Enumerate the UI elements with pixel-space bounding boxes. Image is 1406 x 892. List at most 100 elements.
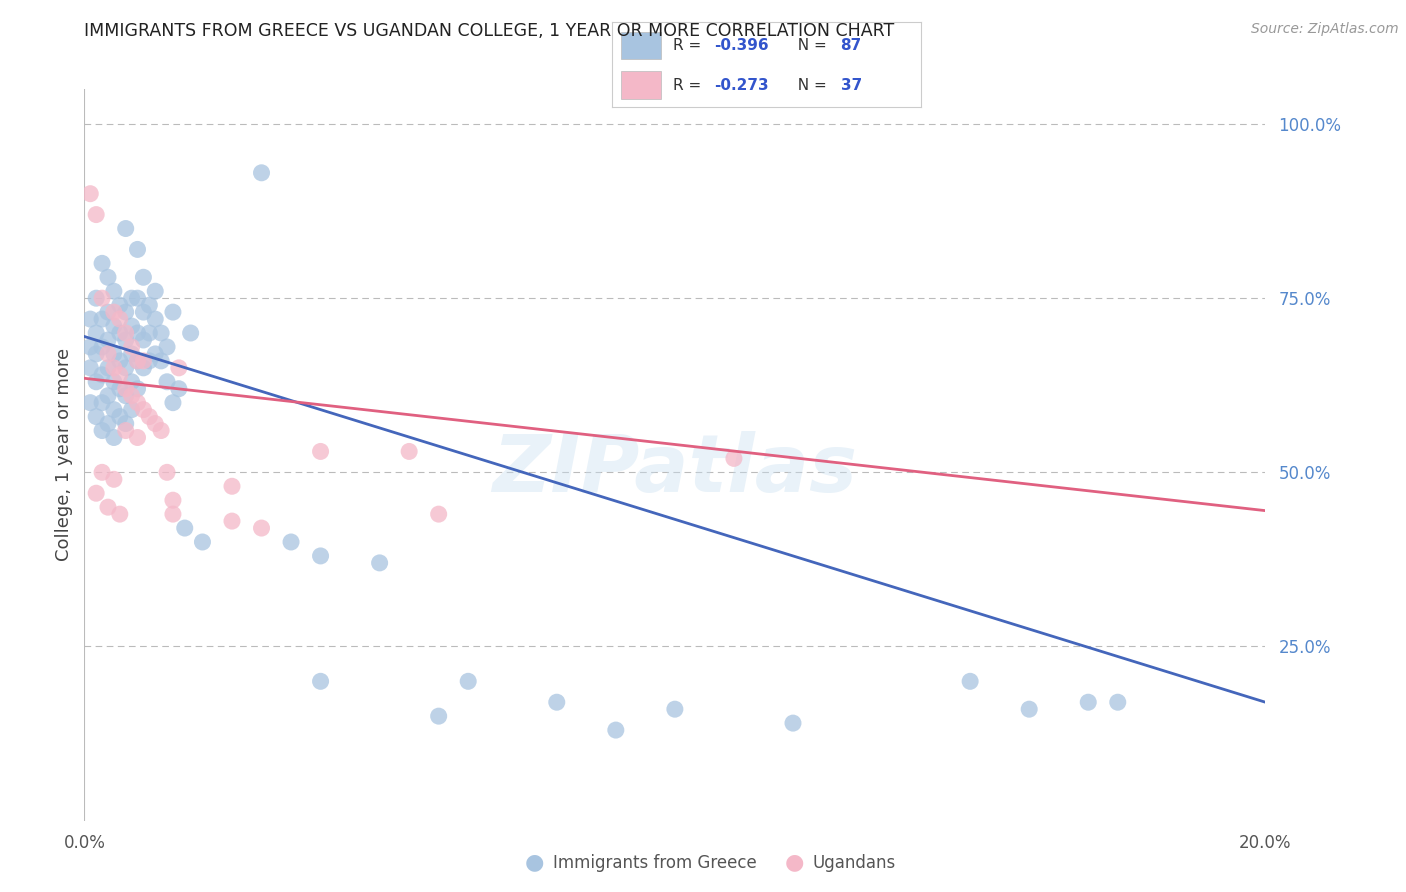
Point <box>121 389 143 403</box>
Point <box>114 417 136 431</box>
Point <box>114 424 136 438</box>
Point <box>121 402 143 417</box>
Point <box>546 695 568 709</box>
Point <box>84 409 107 424</box>
Point <box>132 354 155 368</box>
Point <box>91 368 114 382</box>
Point <box>97 305 120 319</box>
Point <box>91 466 114 480</box>
Point <box>91 256 114 270</box>
Point <box>121 375 143 389</box>
Point <box>280 535 302 549</box>
Point <box>782 716 804 731</box>
Point <box>114 221 136 235</box>
Point <box>1107 695 1129 709</box>
Point <box>143 312 166 326</box>
Point <box>103 347 125 361</box>
Point <box>309 674 332 689</box>
Text: 87: 87 <box>841 37 862 53</box>
Point <box>97 360 120 375</box>
Point <box>121 319 143 334</box>
Point <box>97 417 120 431</box>
Point <box>723 451 745 466</box>
Text: Source: ZipAtlas.com: Source: ZipAtlas.com <box>1251 22 1399 37</box>
Point <box>132 402 155 417</box>
Point <box>114 333 136 347</box>
Point <box>162 305 184 319</box>
Point <box>103 284 125 298</box>
Bar <box>621 31 661 59</box>
Point <box>398 444 420 458</box>
Point <box>121 347 143 361</box>
Point <box>79 395 101 409</box>
Point <box>150 354 173 368</box>
Point <box>121 340 143 354</box>
Point <box>84 375 107 389</box>
Point <box>114 326 136 340</box>
Point <box>167 360 190 375</box>
Point <box>84 326 107 340</box>
Point <box>91 424 114 438</box>
Point <box>309 444 332 458</box>
Point <box>150 424 173 438</box>
Point <box>108 507 131 521</box>
Text: N =: N = <box>787 78 831 93</box>
Point <box>143 347 166 361</box>
Point <box>108 382 131 396</box>
Point <box>457 674 479 689</box>
Point <box>138 298 160 312</box>
Point <box>103 305 125 319</box>
Point <box>108 354 131 368</box>
Point <box>173 521 195 535</box>
Point <box>127 326 149 340</box>
Point <box>368 556 391 570</box>
Point <box>79 186 101 201</box>
Text: 37: 37 <box>841 78 862 93</box>
Point <box>1018 702 1040 716</box>
Point <box>103 375 125 389</box>
Point <box>103 430 125 444</box>
Text: R =: R = <box>673 78 707 93</box>
Point <box>250 166 273 180</box>
Point <box>108 298 131 312</box>
Point <box>138 326 160 340</box>
Point <box>162 507 184 521</box>
Point <box>97 270 120 285</box>
Point <box>132 305 155 319</box>
Point <box>138 354 160 368</box>
Point <box>91 395 114 409</box>
Point <box>127 354 149 368</box>
Point <box>162 493 184 508</box>
Point <box>84 291 107 305</box>
Point <box>427 507 450 521</box>
Point <box>79 360 101 375</box>
Point <box>108 368 131 382</box>
Point <box>180 326 202 340</box>
Point <box>959 674 981 689</box>
Point <box>132 333 155 347</box>
Point <box>156 375 179 389</box>
Point <box>132 270 155 285</box>
Point <box>143 284 166 298</box>
Point <box>84 208 107 222</box>
Text: IMMIGRANTS FROM GREECE VS UGANDAN COLLEGE, 1 YEAR OR MORE CORRELATION CHART: IMMIGRANTS FROM GREECE VS UGANDAN COLLEG… <box>84 22 894 40</box>
Point <box>427 709 450 723</box>
Point <box>150 326 173 340</box>
Point <box>97 500 120 515</box>
Point <box>108 326 131 340</box>
Point <box>121 291 143 305</box>
Point <box>108 312 131 326</box>
Point <box>91 312 114 326</box>
Point <box>162 395 184 409</box>
Point <box>127 430 149 444</box>
Y-axis label: College, 1 year or more: College, 1 year or more <box>55 349 73 561</box>
Text: R =: R = <box>673 37 707 53</box>
Text: Ugandans: Ugandans <box>813 855 896 872</box>
Point <box>138 409 160 424</box>
Point <box>221 514 243 528</box>
Point <box>79 312 101 326</box>
Point <box>127 382 149 396</box>
Point <box>103 402 125 417</box>
Point <box>114 389 136 403</box>
Point <box>127 395 149 409</box>
